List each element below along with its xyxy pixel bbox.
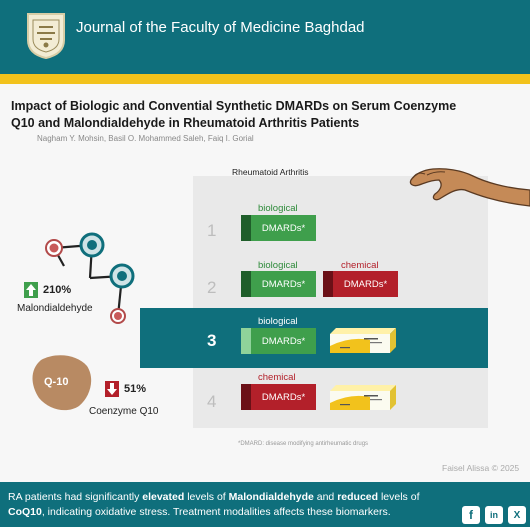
arrow-up-icon [24,282,38,298]
drug-package-icon [330,328,396,353]
coq10-blob-icon [32,355,92,411]
malondialdehyde-change: 210% [43,284,72,296]
journal-seal-logo-icon [27,13,65,60]
row-3-biological-dmards-box: DMARDs* [241,328,316,354]
drug-package-icon-2 [330,385,396,410]
coq10-change: 51% [124,383,147,395]
row-3-dmards-text: DMARDs* [261,335,306,347]
row-number-3: 3 [207,331,217,350]
row-2-biological-label: biological [258,260,298,271]
article-title: Impact of Biologic and Convential Synthe… [11,99,457,130]
row-2-chemical-label: chemical [341,260,379,271]
facebook-icon[interactable]: f [462,506,480,524]
article-authors: Nagham Y. Mohsin, Basil O. Mohammed Sale… [37,134,254,143]
malondialdehyde-molecule-icon [45,232,135,324]
footer-bar [0,482,530,527]
row-1-biological-label: biological [258,203,298,214]
row-3-biological-label: biological [258,316,298,327]
coq10-label: Coenzyme Q10 [89,406,159,417]
header-accent-stripe [0,74,530,84]
x-twitter-icon[interactable]: X [508,506,526,524]
header-bar [0,0,530,74]
coq10-badge-text: Q-10 [44,376,69,388]
arrow-down-icon [105,381,119,397]
row-number-4: 4 [207,392,217,411]
row-2-biological-dmards-box: DMARDs* [241,271,316,297]
illustrator-credit: Faisel Alissa © 2025 [442,463,520,473]
malondialdehyde-label: Malondialdehyde [17,303,93,314]
row-1-biological-dmards-box: DMARDs* [241,215,316,241]
row-1-dmards-text: DMARDs* [261,222,306,234]
row-4-dmards-text: DMARDs* [261,391,306,403]
row-number-2: 2 [207,278,217,297]
dmard-footnote: *DMARD: disease modifying antirheumatic … [238,441,369,447]
row-2-chemical-dmards-box: DMARDs* [323,271,398,297]
linkedin-icon[interactable]: in [485,506,503,524]
hand-illustration-icon [409,168,530,207]
row-2-bio-dmards-text: DMARDs* [261,278,306,290]
row-number-1: 1 [207,221,217,240]
row-4-chemical-label: chemical [258,372,296,383]
row-2-chem-dmards-text: DMARDs* [343,278,388,290]
row-4-chemical-dmards-box: DMARDs* [241,384,316,410]
summary-text: RA patients had significantly elevated l… [8,491,420,518]
panel-label: Rheumatoid Arthritis [232,167,309,177]
journal-title: Journal of the Faculty of Medicine Baghd… [76,19,365,36]
